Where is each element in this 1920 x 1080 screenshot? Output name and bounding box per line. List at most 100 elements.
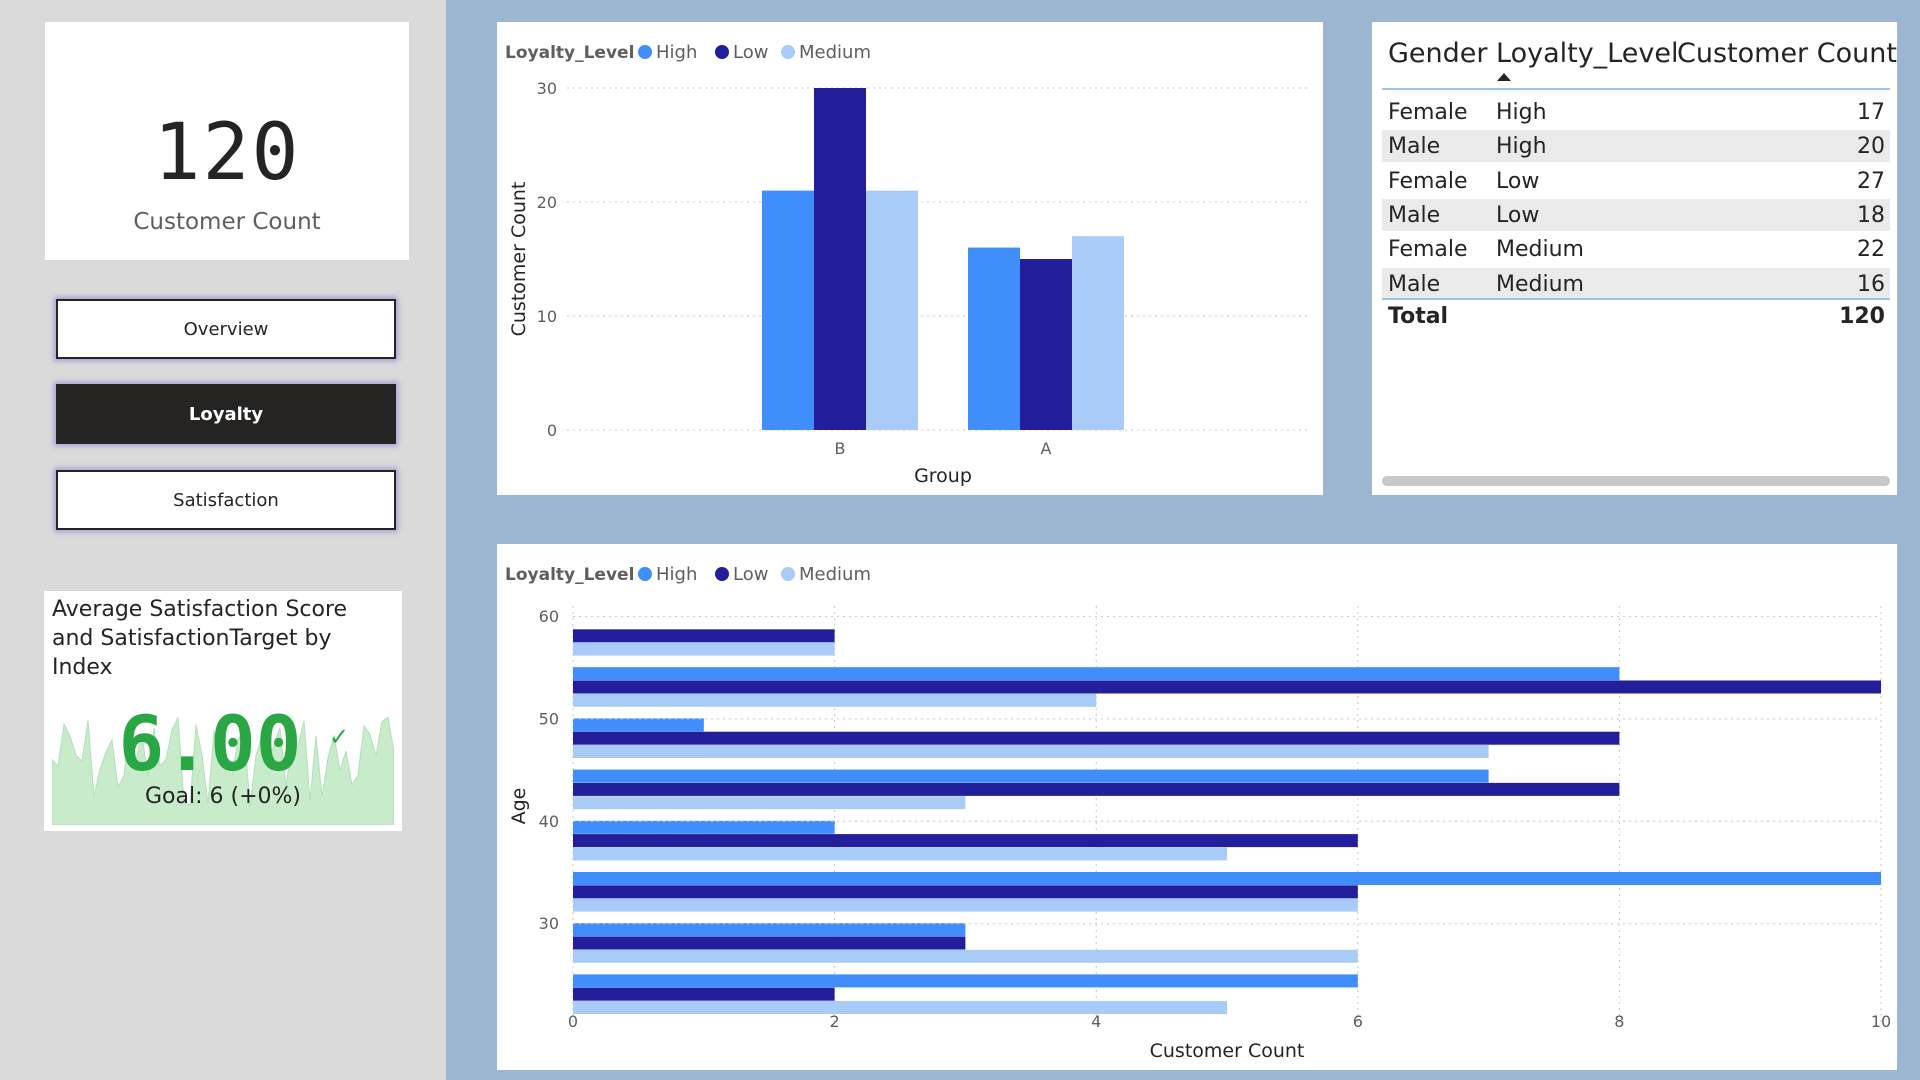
satisfaction-sparkline — [52, 715, 394, 825]
age-bar-chart[interactable]: Loyalty_Level High Low Medium 0 2 4 6 8 10 Custome… — [497, 544, 1897, 1070]
y-tick-label: 30 — [539, 914, 559, 933]
bar-age-50-low — [573, 731, 1620, 745]
cell-gender: Female — [1388, 237, 1468, 262]
legend-label-medium: Medium — [799, 42, 871, 63]
cell-loyalty-level: Medium — [1496, 272, 1584, 297]
bar-a-high — [968, 247, 1020, 430]
x-tick-label: 8 — [1614, 1012, 1624, 1031]
x-tick-label: 0 — [568, 1012, 578, 1031]
legend-marker-low — [715, 45, 729, 59]
x-tick-label: 10 — [1871, 1012, 1891, 1031]
y-tick-label: 60 — [539, 607, 559, 626]
customer-count-label: Customer Count — [133, 209, 321, 235]
total-label: Total — [1388, 304, 1449, 329]
bar-age-35-low — [573, 885, 1358, 899]
legend-title: Loyalty_Level — [505, 565, 634, 585]
bar-age-25-high — [573, 974, 1358, 988]
y-tick-label: 30 — [537, 79, 557, 98]
satisfaction-kpi-value: 6.00 — [118, 699, 302, 788]
legend-marker-medium — [781, 567, 795, 581]
column-header-customer-count[interactable]: Customer Count — [1677, 38, 1897, 69]
cell-customer-count: 16 — [1857, 272, 1885, 297]
bar-age-50-high — [573, 718, 704, 732]
bar-a-medium — [1072, 236, 1124, 430]
bar-b-medium — [866, 190, 918, 430]
bar-age-55-low — [573, 680, 1881, 694]
legend-title: Loyalty_Level — [505, 43, 634, 63]
bar-age-55-medium — [573, 693, 1097, 707]
bar-age-35-high — [573, 872, 1881, 885]
satisfaction-kpi-title: Average Satisfaction Score and Satisfact… — [52, 597, 348, 680]
x-tick-label: 6 — [1353, 1012, 1363, 1031]
y-tick-label: 50 — [539, 709, 559, 728]
age-bar-chart-card[interactable]: Loyalty_Level High Low Medium 0 2 4 6 8 10 Custome… — [497, 544, 1897, 1070]
table-row-background — [1382, 268, 1890, 300]
satisfaction-button[interactable]: Satisfaction — [56, 470, 396, 530]
satisfaction-kpi-goal: Goal: 6 (+0%) — [145, 784, 301, 809]
satisfaction-kpi-card[interactable]: Average Satisfaction Score and Satisfact… — [44, 591, 402, 831]
table-row-background — [1382, 130, 1890, 162]
y-axis-title: Customer Count — [508, 182, 530, 337]
legend-marker-medium — [781, 45, 795, 59]
header-divider — [1382, 88, 1890, 90]
bar-age-40-medium — [573, 847, 1227, 861]
cell-loyalty-level: High — [1496, 100, 1547, 125]
legend-marker-low — [715, 567, 729, 581]
cell-customer-count: 17 — [1857, 100, 1885, 125]
cell-loyalty-level: Low — [1496, 169, 1540, 194]
y-tick-label: 10 — [537, 307, 557, 326]
bar-age-35-medium — [573, 898, 1358, 912]
cell-customer-count: 22 — [1857, 237, 1885, 262]
bar-age-60-medium — [573, 642, 835, 656]
bar-age-30-high — [573, 923, 966, 937]
bar-age-45-medium — [573, 796, 966, 810]
cell-gender: Male — [1388, 272, 1441, 297]
x-tick-label: 4 — [1091, 1012, 1101, 1031]
y-tick-label: 20 — [537, 193, 557, 212]
bar-age-25-low — [573, 987, 835, 1001]
cell-gender: Female — [1388, 169, 1468, 194]
bar-b-high — [762, 190, 814, 430]
bar-age-30-low — [573, 936, 966, 950]
cell-gender: Female — [1388, 100, 1468, 125]
cell-loyalty-level: Low — [1496, 203, 1540, 228]
column-header-loyalty-level[interactable]: Loyalty_Level — [1496, 38, 1679, 69]
y-tick-label: 40 — [539, 812, 559, 831]
cell-loyalty-level: High — [1496, 134, 1547, 159]
horizontal-scrollbar[interactable] — [1382, 476, 1890, 486]
legend-marker-high — [638, 45, 652, 59]
total-divider — [1382, 298, 1890, 300]
cell-customer-count: 20 — [1857, 134, 1885, 159]
bar-a-low — [1020, 259, 1072, 430]
bar-age-45-high — [573, 769, 1489, 783]
bar-age-30-medium — [573, 949, 1358, 963]
bar-age-45-low — [573, 782, 1620, 796]
customer-count-value: 120 — [153, 108, 301, 198]
cell-gender: Male — [1388, 134, 1441, 159]
x-tick-label: 2 — [830, 1012, 840, 1031]
cell-loyalty-level: Medium — [1496, 237, 1584, 262]
customer-table[interactable]: Gender Loyalty_Level Customer Count Fema… — [1372, 22, 1897, 495]
column-header-gender[interactable]: Gender — [1388, 38, 1488, 69]
cell-customer-count: 18 — [1857, 203, 1885, 228]
sort-ascending-icon — [1497, 73, 1511, 81]
check-icon: ✓ — [329, 723, 350, 751]
table-row-background — [1382, 199, 1890, 231]
cell-gender: Male — [1388, 203, 1441, 228]
group-bar-chart[interactable]: Loyalty_Level High Low Medium 0 10 20 30 Custome… — [497, 22, 1323, 495]
legend-label-medium: Medium — [799, 564, 871, 585]
bar-age-25-medium — [573, 1001, 1227, 1014]
x-tick-label: A — [1041, 439, 1052, 458]
legend-label-low: Low — [733, 564, 768, 585]
legend-label-high: High — [656, 564, 697, 585]
bar-age-50-medium — [573, 745, 1489, 758]
y-axis-title: Age — [508, 788, 530, 825]
bar-b-low — [814, 88, 866, 430]
customer-count-card: 120 Customer Count — [45, 22, 409, 260]
loyalty-button[interactable]: Loyalty — [56, 384, 396, 444]
x-tick-label: B — [835, 439, 846, 458]
overview-button[interactable]: Overview — [56, 299, 396, 359]
bar-age-60-low — [573, 629, 835, 643]
cell-customer-count: 27 — [1857, 169, 1885, 194]
group-bar-chart-card[interactable]: Loyalty_Level High Low Medium 0 10 20 30 Custome… — [497, 22, 1323, 495]
